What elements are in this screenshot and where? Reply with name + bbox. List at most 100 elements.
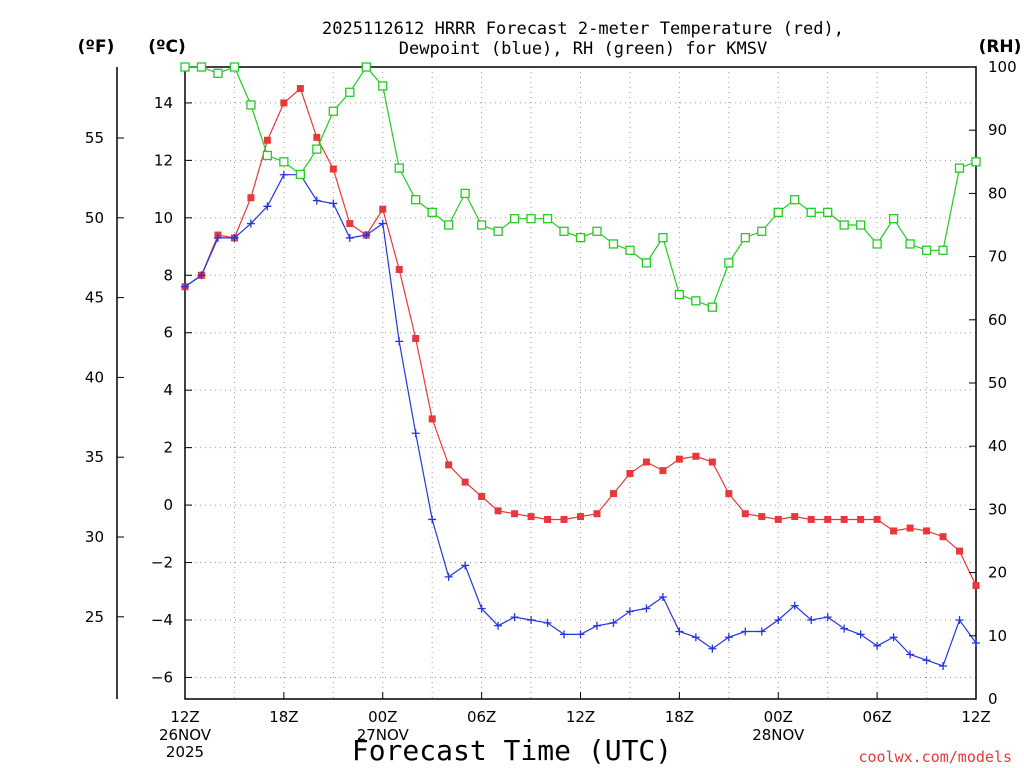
temperature-point bbox=[824, 515, 832, 523]
rh-point bbox=[542, 214, 553, 224]
temperature-point bbox=[412, 334, 420, 342]
celsius-tick-label: 12 bbox=[154, 151, 173, 169]
dewpoint-point bbox=[625, 607, 634, 616]
temperature-point bbox=[791, 513, 799, 521]
temperature-point bbox=[708, 458, 716, 466]
rh-point bbox=[905, 239, 915, 249]
x-date-label: 27NOV bbox=[357, 726, 410, 744]
temperature-point bbox=[626, 469, 634, 477]
dewpoint-point bbox=[527, 616, 536, 624]
series-layer bbox=[180, 62, 981, 670]
watermark: coolwx.com/models bbox=[858, 748, 1012, 766]
rh-point bbox=[707, 302, 717, 312]
temperature-point bbox=[659, 467, 667, 475]
rh-point bbox=[757, 226, 767, 236]
dewpoint-point bbox=[675, 627, 684, 636]
dewpoint-point bbox=[279, 170, 288, 179]
dewpoint-point bbox=[609, 618, 618, 627]
rh-tick-label: 60 bbox=[988, 311, 1007, 329]
temperature-point bbox=[642, 458, 650, 466]
temperature-point bbox=[560, 515, 568, 523]
rh-tick-label: 40 bbox=[988, 437, 1007, 455]
dewpoint-point bbox=[741, 627, 750, 636]
rh-point bbox=[971, 157, 981, 167]
rh-tick-label: 100 bbox=[988, 58, 1017, 76]
dewpoint-point bbox=[757, 627, 766, 636]
x-tick-label: 06Z bbox=[862, 708, 891, 726]
dewpoint-point bbox=[658, 593, 667, 602]
temperature-point bbox=[527, 513, 535, 521]
x-tick-label: 12Z bbox=[566, 708, 595, 726]
rh-point bbox=[954, 163, 965, 173]
celsius-tick-label: 4 bbox=[163, 381, 173, 399]
units-fahrenheit-label: (ºF) bbox=[78, 37, 115, 57]
dewpoint-point bbox=[181, 282, 189, 291]
temperature-point bbox=[725, 490, 733, 498]
series-temperature bbox=[181, 85, 980, 590]
dewpoint-point bbox=[708, 644, 717, 653]
fahrenheit-tick-label: 25 bbox=[85, 608, 104, 626]
temperature-point bbox=[972, 582, 980, 590]
series-rh bbox=[180, 62, 981, 312]
temperature-point bbox=[329, 165, 337, 173]
rh-tick-label: 10 bbox=[988, 627, 1007, 645]
dewpoint-point bbox=[230, 233, 239, 242]
temperature-point bbox=[280, 99, 288, 107]
rh-point bbox=[526, 214, 536, 224]
rh-point bbox=[312, 144, 322, 154]
rh-point bbox=[855, 220, 866, 230]
rh-point bbox=[444, 220, 454, 230]
dewpoint-point bbox=[691, 633, 700, 642]
temperature-point bbox=[840, 515, 848, 523]
celsius-tick-label: −6 bbox=[151, 668, 173, 686]
rh-point bbox=[180, 62, 190, 72]
rh-point bbox=[295, 169, 306, 180]
rh-point bbox=[691, 296, 701, 306]
dewpoint-point bbox=[560, 630, 569, 639]
rh-point bbox=[493, 226, 503, 236]
dewpoint-point bbox=[790, 601, 799, 610]
rh-point bbox=[394, 163, 404, 173]
celsius-tick-label: 8 bbox=[163, 266, 173, 284]
rh-point bbox=[378, 81, 388, 91]
rh-tick-label: 90 bbox=[988, 121, 1007, 139]
temperature-point bbox=[395, 266, 403, 274]
temperature-point bbox=[461, 478, 469, 486]
rh-point bbox=[658, 232, 668, 243]
celsius-tick-label: 0 bbox=[163, 496, 173, 514]
dewpoint-point bbox=[345, 233, 354, 242]
x-date-label: 26NOV bbox=[159, 726, 212, 744]
rh-point bbox=[196, 62, 207, 72]
dewpoint-point bbox=[543, 618, 552, 627]
x-date-label: 28NOV bbox=[752, 726, 805, 744]
dewpoint-point bbox=[807, 616, 816, 624]
rh-point bbox=[641, 258, 652, 268]
dewpoint-point bbox=[312, 196, 321, 205]
temperature-point bbox=[577, 513, 584, 521]
temperature-point bbox=[675, 455, 683, 463]
rh-point bbox=[229, 62, 240, 72]
fahrenheit-tick-label: 50 bbox=[85, 209, 104, 227]
dewpoint-point bbox=[856, 630, 865, 639]
temperature-point bbox=[807, 515, 815, 523]
temperature-point bbox=[741, 510, 749, 518]
dewpoint-point bbox=[922, 656, 931, 665]
temperature-point bbox=[511, 510, 519, 518]
rh-point bbox=[411, 195, 421, 205]
dewpoint-point bbox=[972, 638, 980, 647]
x-tick-label: 12Z bbox=[961, 708, 990, 726]
grid-lines bbox=[185, 67, 976, 699]
chart-subtitle: Dewpoint (blue), RH (green) for KMSV bbox=[399, 39, 767, 59]
rh-point bbox=[559, 226, 569, 236]
temperature-point bbox=[906, 524, 914, 532]
rh-point bbox=[476, 220, 487, 230]
rh-tick-label: 20 bbox=[988, 564, 1007, 582]
temperature-point bbox=[445, 461, 453, 469]
rh-point bbox=[279, 157, 289, 167]
rh-point bbox=[839, 220, 849, 230]
dewpoint-point bbox=[197, 271, 206, 280]
temperature-point bbox=[478, 492, 486, 500]
rh-point bbox=[888, 214, 899, 224]
x-tick-label: 00Z bbox=[368, 708, 397, 726]
rh-tick-label: 70 bbox=[988, 248, 1007, 266]
